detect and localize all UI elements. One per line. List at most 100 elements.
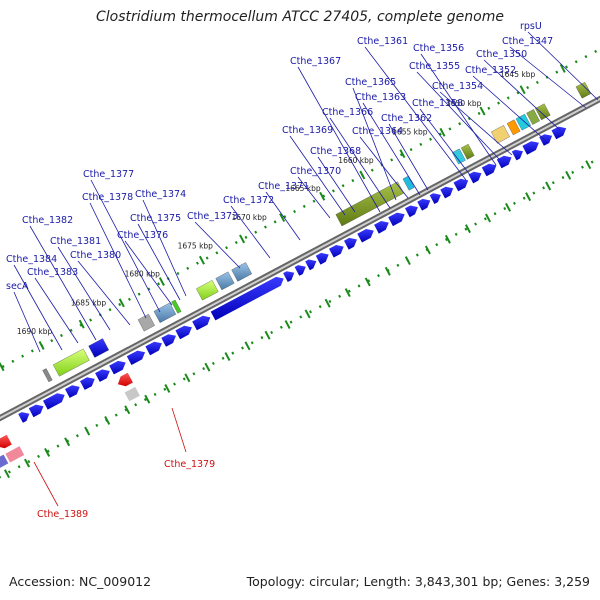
leader-line [329,117,391,209]
gene-label: Cthe_1350 [476,49,527,60]
gene-label: Cthe_1377 [83,169,134,180]
scale-label: 1680 kbp [125,270,161,279]
gene-label: Cthe_1371 [258,181,309,192]
leader-line [364,46,467,181]
scale-tick [324,298,331,308]
gene-label: Cthe_1355 [409,61,460,72]
gene-label: Cthe_1366 [322,107,373,118]
forward-gene-arrow [511,149,523,161]
feature-box [215,271,235,291]
scale-tick [359,170,366,180]
leader-line [416,71,501,161]
forward-gene-arrow [539,134,553,146]
gene-label: secA [6,281,29,292]
forward-gene-arrow [344,237,357,250]
reverse-gene-arrow [117,372,133,387]
scale-tick [525,192,532,202]
scale-tick [164,384,171,393]
feature-box [452,148,466,165]
scale-tick [424,245,431,255]
feature-box [575,81,592,99]
leader-line [527,31,599,101]
scale-tick [38,341,45,350]
feature-box [153,302,177,323]
leader-line [90,179,161,313]
scale-tick [3,469,10,479]
leader-line [142,199,187,297]
leader-line [13,291,41,353]
forward-gene-arrow [80,377,95,390]
forward-gene-arrow [95,369,110,382]
gene-label: Cthe_1380 [70,250,121,261]
leader-line [265,191,301,241]
forward-gene-arrow [305,259,317,271]
scale-tick [485,213,492,223]
gene-label: Cthe_1389 [37,509,88,520]
scale-tick [78,319,85,329]
scale-tick [384,266,391,276]
scale-tick [364,277,371,287]
forward-gene-arrow [357,229,374,243]
gene-label: Cthe_1369 [282,125,333,136]
scale-tick [144,394,151,404]
forward-gene-arrow [28,404,44,418]
scale-tick [344,288,351,298]
scale-tick [64,437,71,447]
gene-label: Cthe_1373 [187,211,238,222]
scale-tick [585,160,592,170]
scale-tick [304,309,311,319]
scale-tick [439,127,446,137]
forward-gene-arrow [283,271,295,282]
feature-box [535,103,551,121]
forward-gene-arrow [551,126,567,140]
leader-line [317,156,356,213]
feature-box [52,348,90,377]
leader-line [352,87,397,201]
forward-gene-arrow [374,221,389,234]
scale-label: 1670 kbp [231,213,267,222]
forward-gene-arrow [388,212,405,227]
scale-tick [204,362,211,372]
feature-box [5,446,25,463]
scale-tick [559,63,566,73]
scale-label: 1650 kbp [446,99,482,108]
scale-label: 1645 kbp [500,70,536,79]
scale-tick [264,330,271,340]
gene-label: Cthe_1382 [22,215,73,226]
genome-summary-text: Topology: circular; Length: 3,843,301 bp… [246,574,590,589]
forward-gene-arrow [315,252,329,265]
scale-tick [444,234,451,244]
forward-gene-arrow [481,163,497,177]
forward-gene-arrow [175,325,192,340]
gene-label: Cthe_1361 [357,36,408,47]
scale-label: 1655 kbp [392,127,428,136]
scale-label: 1660 kbp [338,156,374,165]
gene-label: Cthe_1365 [345,77,396,88]
gene-label: Cthe_1384 [6,254,57,265]
gene-label: Cthe_1370 [290,166,341,177]
leader-line [29,225,97,341]
forward-gene-arrow [109,360,126,375]
gene-label: Cthe_1362 [381,113,432,124]
gene-label: Cthe_1381 [50,236,101,247]
leader-line [439,91,513,156]
leader-line [472,75,546,141]
gene-label: Cthe_1352 [465,65,516,76]
forward-gene-arrow [329,245,344,258]
forward-gene-arrow [145,341,162,356]
gene-label: Cthe_1383 [27,267,78,278]
leader-line [420,53,497,166]
feature-box [515,113,532,131]
gene-label: Cthe_1368 [310,146,361,157]
feature-box [460,143,475,160]
gene-label: Cthe_1378 [82,192,133,203]
leader-line [89,202,147,319]
forward-gene-arrow [453,178,469,192]
leader-line [171,407,187,453]
accession-text: Accession: NC_009012 [9,574,152,589]
scale-tick [44,447,51,457]
leader-line [483,59,561,131]
gene-label: Cthe_1374 [135,189,186,200]
leader-line [77,260,131,326]
